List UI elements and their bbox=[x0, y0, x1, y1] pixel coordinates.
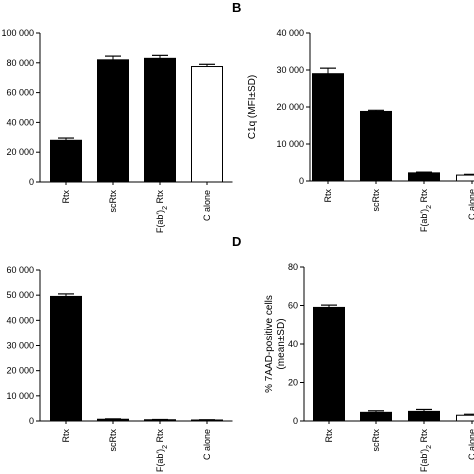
y-tick-label: 40 000 bbox=[276, 28, 304, 38]
y-tick-label: 100 000 bbox=[1, 28, 34, 38]
bar-2 bbox=[360, 411, 392, 422]
y-axis-label: C1q (MFI±SD) bbox=[247, 75, 258, 139]
bar-1 bbox=[313, 306, 345, 422]
category-label: F(ab')2 Rtx bbox=[419, 189, 433, 233]
y-tick-label: 0 bbox=[299, 176, 304, 186]
category-label: Rtx bbox=[61, 429, 71, 443]
y-tick-label: 50 000 bbox=[6, 290, 34, 300]
panel-letter: D bbox=[232, 234, 241, 249]
y-axis-label: (mean±SD) bbox=[276, 318, 287, 369]
y-tick-label: 60 bbox=[288, 301, 298, 311]
bar-4 bbox=[191, 66, 223, 183]
y-tick-label: 0 bbox=[29, 416, 34, 426]
bar-4 bbox=[456, 414, 474, 422]
category-label: C alone bbox=[467, 189, 474, 220]
y-tick-label: 30 000 bbox=[276, 65, 304, 75]
bar-2 bbox=[97, 59, 129, 183]
chart-panel-3: 0 10 000 20 000 30 000 40 000 50 000 60 000 Rtx… bbox=[6, 265, 233, 473]
panel-letter: B bbox=[232, 0, 241, 15]
y-tick-label: 0 bbox=[293, 416, 298, 426]
bar-2 bbox=[360, 110, 392, 182]
bar-4 bbox=[456, 174, 474, 182]
bar-3 bbox=[408, 172, 440, 182]
category-label: C alone bbox=[202, 429, 212, 460]
bar-3 bbox=[408, 410, 440, 422]
y-axis-label: % 7AAD-positive cells bbox=[264, 295, 275, 393]
category-label: scRtx bbox=[108, 190, 118, 213]
bar-1 bbox=[312, 73, 344, 182]
category-label: Rtx bbox=[61, 190, 71, 204]
category-label: F(ab')2 Rtx bbox=[419, 429, 433, 473]
category-label: Rtx bbox=[323, 189, 333, 203]
category-label: F(ab')2 Rtx bbox=[155, 190, 169, 234]
chart-panel-4: D 0 20 40 60 80 Rtx scRtx F(ab')2 Rtx C alone % 7A… bbox=[232, 234, 474, 472]
chart-panel-2: B 0 10 000 20 000 30 000 40 000 Rtx scRtx F(ab')… bbox=[232, 0, 474, 232]
category-label: scRtx bbox=[371, 189, 381, 212]
bar-1 bbox=[50, 295, 82, 422]
y-tick-label: 10 000 bbox=[276, 139, 304, 149]
category-label: C alone bbox=[202, 190, 212, 221]
category-label: scRtx bbox=[108, 429, 118, 452]
y-tick-label: 80 bbox=[288, 262, 298, 272]
chart-panel-1: 0 20 000 40 000 60 000 80 000 100 000 Rtx scRtx… bbox=[1, 28, 233, 234]
y-tick-label: 60 000 bbox=[6, 88, 34, 98]
y-tick-label: 40 bbox=[288, 339, 298, 349]
y-tick-label: 20 000 bbox=[6, 147, 34, 157]
y-tick-label: 60 000 bbox=[6, 265, 34, 275]
bar-2 bbox=[97, 418, 129, 422]
y-tick-label: 0 bbox=[29, 177, 34, 187]
bar-1 bbox=[50, 139, 82, 183]
y-tick-label: 20 bbox=[288, 378, 298, 388]
y-tick-label: 40 000 bbox=[6, 117, 34, 127]
category-label: F(ab')2 Rtx bbox=[155, 429, 169, 473]
y-tick-label: 40 000 bbox=[6, 315, 34, 325]
y-tick-label: 20 000 bbox=[276, 102, 304, 112]
category-label: C alone bbox=[467, 429, 474, 460]
y-tick-label: 80 000 bbox=[6, 58, 34, 68]
bar-3 bbox=[144, 57, 176, 183]
y-tick-label: 10 000 bbox=[6, 391, 34, 401]
category-label: scRtx bbox=[371, 429, 381, 452]
category-label: Rtx bbox=[324, 429, 334, 443]
y-tick-label: 30 000 bbox=[6, 341, 34, 351]
y-tick-label: 20 000 bbox=[6, 366, 34, 376]
